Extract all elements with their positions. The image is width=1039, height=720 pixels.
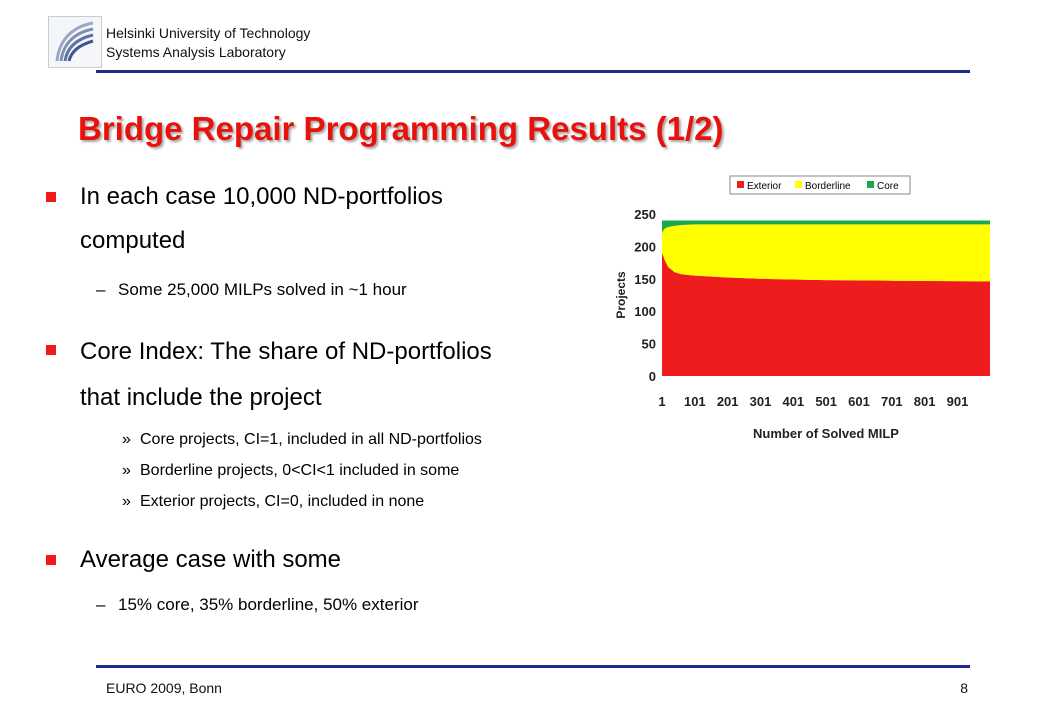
header-rule xyxy=(96,70,970,73)
university-logo xyxy=(48,16,102,68)
y-tick-label: 0 xyxy=(649,369,656,384)
area-series-exterior xyxy=(662,252,990,376)
x-tick-label: 1 xyxy=(658,394,665,409)
y-tick-label: 150 xyxy=(634,272,656,287)
lab-name: Systems Analysis Laboratory xyxy=(106,44,286,60)
institution-header: Helsinki University of Technology System… xyxy=(106,24,310,62)
area-series-borderline xyxy=(662,224,990,282)
bullet-text: Core Index: The share of ND-portfolios xyxy=(80,338,492,365)
legend-label-exterior: Exterior xyxy=(747,181,782,192)
footer-event: EURO 2009, Bonn xyxy=(106,680,222,696)
sub-bullet: –15% core, 35% borderline, 50% exterior xyxy=(96,595,419,614)
legend-box xyxy=(729,175,911,195)
footer-rule xyxy=(96,665,970,668)
x-tick-label: 801 xyxy=(914,394,936,409)
y-tick-label: 100 xyxy=(634,304,656,319)
y-tick-label: 250 xyxy=(634,207,656,222)
page-number: 8 xyxy=(960,680,968,696)
bullet-marker xyxy=(46,555,56,565)
y-tick-label: 50 xyxy=(642,337,656,352)
sub-sub-bullet: » Exterior projects, CI=0, included in no… xyxy=(122,493,425,510)
x-axis-label: Number of Solved MILP xyxy=(753,426,899,441)
slide-title: Bridge Repair Programming Results (1/2) xyxy=(78,110,724,147)
x-tick-label: 501 xyxy=(815,394,837,409)
chart-legend: Exterior Borderline Core xyxy=(729,175,911,195)
sub-sub-bullet: » Core projects, CI=1, included in all ND… xyxy=(122,431,482,448)
bullet-text: In each case 10,000 ND-portfolios xyxy=(80,183,443,210)
x-tick-label: 601 xyxy=(848,394,870,409)
x-tick-label: 901 xyxy=(947,394,969,409)
y-axis-label: Projects xyxy=(614,271,628,319)
university-name: Helsinki University of Technology xyxy=(106,25,311,41)
legend-label-core: Core xyxy=(877,181,899,192)
x-tick-label: 101 xyxy=(684,394,706,409)
stacked-area-chart: Exterior Borderline Core 0 50 100 150 200 250 1 1… xyxy=(614,175,990,441)
x-tick-label: 401 xyxy=(782,394,804,409)
bullet-text: that include the project xyxy=(80,384,322,411)
bullet-marker xyxy=(46,345,56,355)
sub-sub-bullet: » Borderline projects, 0<CI<1 included in… xyxy=(122,462,460,479)
x-tick-label: 201 xyxy=(717,394,739,409)
legend-swatch-borderline xyxy=(795,181,802,188)
y-tick-label: 200 xyxy=(634,239,656,254)
sub-bullet: – Some 25,000 MILPs solved in ~1 hour xyxy=(96,280,407,299)
bullet-text: Average case with some xyxy=(80,546,342,573)
legend-label-borderline: Borderline xyxy=(805,181,851,192)
x-tick-label: 701 xyxy=(881,394,903,409)
area-series-core xyxy=(662,220,990,234)
bullet-marker xyxy=(46,192,56,202)
x-tick-label: 301 xyxy=(750,394,772,409)
legend-swatch-exterior xyxy=(737,181,744,188)
bullet-text: computed xyxy=(80,227,186,254)
legend-swatch-core xyxy=(867,181,874,188)
